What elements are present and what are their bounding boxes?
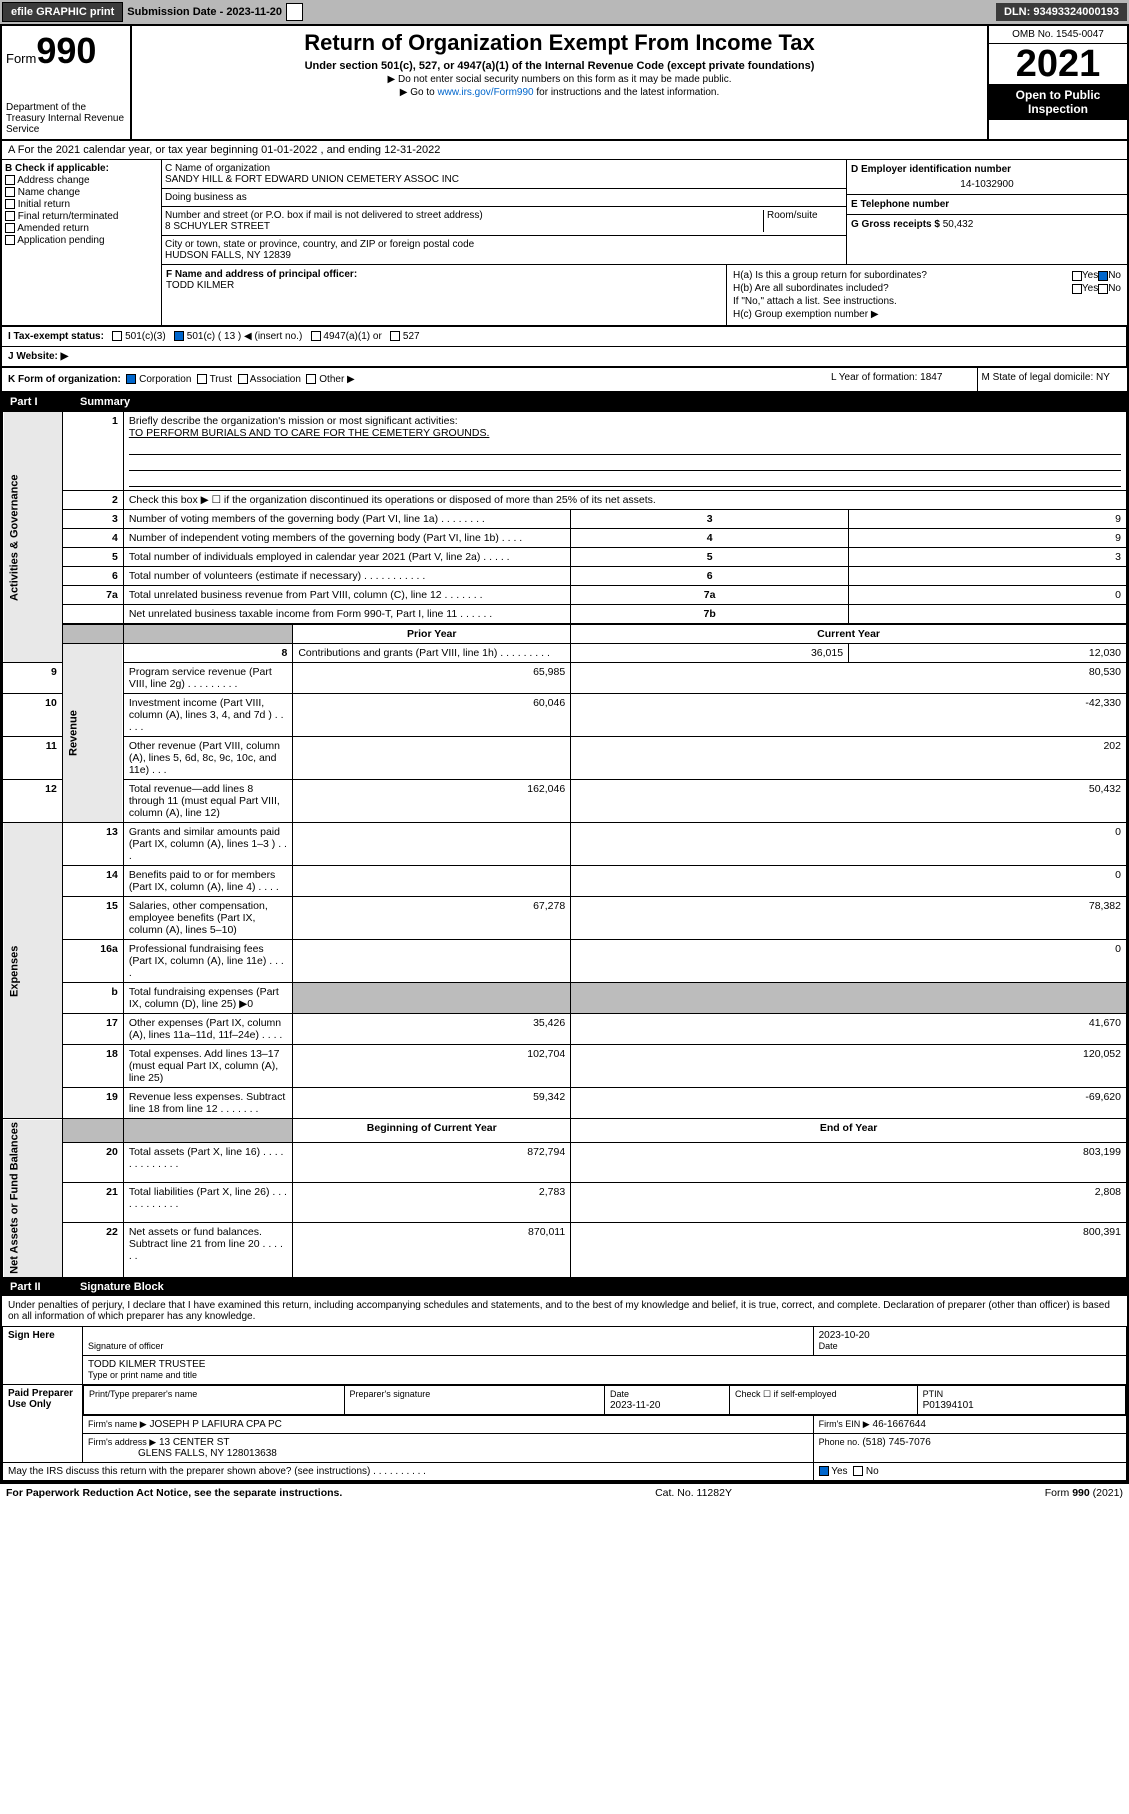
form-title: Return of Organization Exempt From Incom… [136, 30, 983, 56]
open-public: Open to Public Inspection [989, 84, 1127, 120]
form-footer: Form 990 (2021) [1045, 1487, 1123, 1499]
dln: DLN: 93493324000193 [996, 3, 1127, 21]
efile-btn[interactable]: efile GRAPHIC print [2, 2, 123, 22]
section-g: G Gross receipts $ 50,432 [847, 215, 1127, 234]
part2-header: Part IISignature Block [2, 1278, 1127, 1296]
vtab-expenses: Expenses [3, 823, 63, 1119]
section-c: C Name of organizationSANDY HILL & FORT … [162, 160, 847, 264]
line-a: A For the 2021 calendar year, or tax yea… [2, 141, 446, 159]
sign-here: Sign Here [3, 1326, 83, 1384]
part1-header: Part ISummary [2, 393, 1127, 411]
vtab-revenue: Revenue [62, 644, 123, 823]
vtab-governance: Activities & Governance [3, 412, 63, 663]
top-bar: efile GRAPHIC print Submission Date - 20… [0, 0, 1129, 24]
footer: For Paperwork Reduction Act Notice, see … [0, 1483, 1129, 1502]
section-l: L Year of formation: 1847 [827, 368, 978, 391]
signature-table: Sign Here Signature of officer 2023-10-2… [2, 1326, 1127, 1481]
dept-label: Department of the Treasury Internal Reve… [6, 102, 126, 135]
tax-year: 2021 [989, 44, 1127, 84]
note-ssn: ▶ Do not enter social security numbers o… [136, 74, 983, 85]
paid-preparer: Paid Preparer Use Only [3, 1384, 83, 1462]
section-h: H(a) Is this a group return for subordin… [727, 265, 1127, 325]
note-link: ▶ Go to www.irs.gov/Form990 for instruct… [136, 87, 983, 98]
penalty-text: Under penalties of perjury, I declare th… [2, 1296, 1127, 1326]
section-e: E Telephone number [847, 195, 1127, 215]
section-d: D Employer identification number14-10329… [847, 160, 1127, 195]
section-m: M State of legal domicile: NY [978, 368, 1128, 391]
section-i: I Tax-exempt status: 501(c)(3) 501(c) ( … [2, 327, 1126, 347]
submission-label: Submission Date - 2023-11-20 [127, 6, 282, 18]
section-j: J Website: ▶ [2, 347, 1126, 367]
section-b: B Check if applicable: Address change Na… [2, 160, 162, 325]
submission-field [286, 3, 303, 21]
form-label: Form990 [6, 30, 126, 72]
summary-table: Activities & Governance 1 Briefly descri… [2, 411, 1127, 1278]
form-990: Form990 Department of the Treasury Inter… [0, 24, 1129, 1483]
form-subtitle: Under section 501(c), 527, or 4947(a)(1)… [136, 60, 983, 72]
section-k: K Form of organization: Corporation Trus… [2, 368, 827, 391]
omb: OMB No. 1545-0047 [989, 26, 1127, 44]
irs-link[interactable]: www.irs.gov/Form990 [437, 87, 533, 98]
vtab-netassets: Net Assets or Fund Balances [3, 1119, 63, 1278]
section-f: F Name and address of principal officer:… [162, 265, 727, 325]
